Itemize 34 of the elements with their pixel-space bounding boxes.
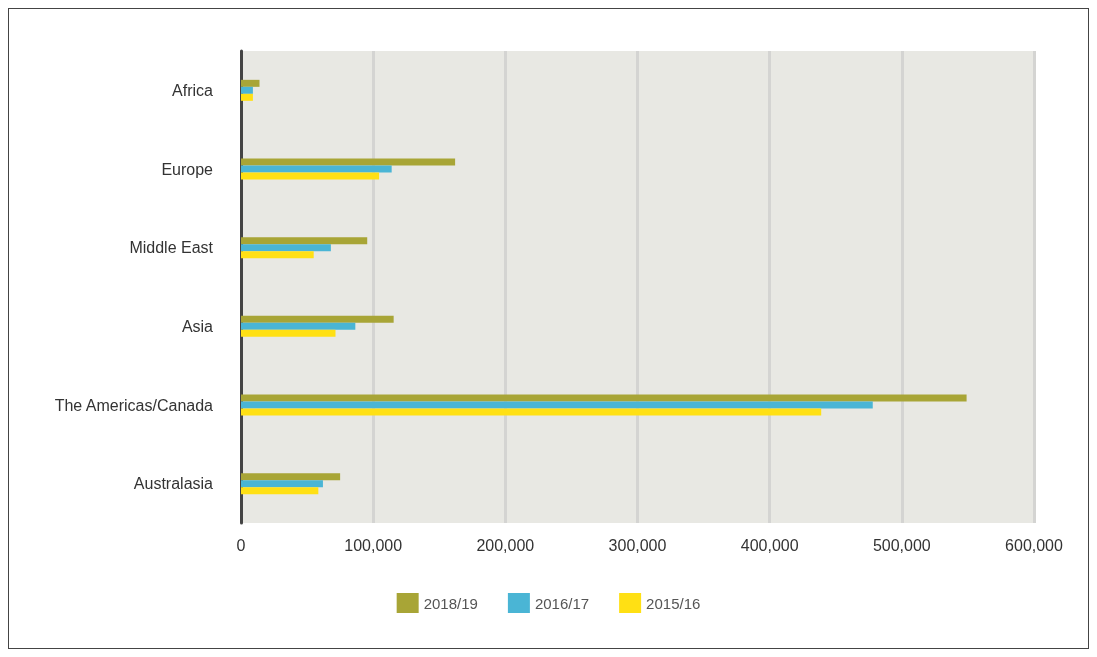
bar <box>241 251 314 259</box>
bar <box>241 86 253 94</box>
legend-label: 2016/17 <box>534 594 590 612</box>
bar <box>241 172 380 180</box>
legend-label: 2018/19 <box>423 594 478 612</box>
bar <box>241 165 392 173</box>
bar <box>241 329 336 337</box>
bar <box>241 315 394 323</box>
bar <box>241 93 253 101</box>
y-tick-label: The Americas/Canada <box>54 396 214 414</box>
bar <box>241 322 356 330</box>
legend-label: 2015/16 <box>646 594 701 612</box>
bar <box>241 401 873 409</box>
bar <box>241 394 967 402</box>
bar <box>241 237 368 245</box>
y-tick-label: Middle East <box>129 239 214 257</box>
bar <box>241 408 822 416</box>
bar <box>241 79 260 87</box>
bar <box>241 473 341 481</box>
x-tick-label: 0 <box>236 536 246 554</box>
bar <box>241 480 323 488</box>
x-tick-label: 200,000 <box>476 536 535 554</box>
bar <box>241 158 456 166</box>
x-tick-label: 500,000 <box>872 536 931 554</box>
x-tick-label: 600,000 <box>1005 536 1064 554</box>
bar <box>241 487 319 495</box>
x-tick-label: 400,000 <box>740 536 799 554</box>
y-tick-label: Africa <box>172 81 214 99</box>
y-tick-label: Asia <box>181 317 214 335</box>
y-tick-label: Europe <box>161 160 214 178</box>
y-tick-label: Australasia <box>133 475 214 493</box>
bar <box>241 244 331 252</box>
x-tick-label: 100,000 <box>344 536 403 554</box>
x-tick-label: 300,000 <box>608 536 667 554</box>
